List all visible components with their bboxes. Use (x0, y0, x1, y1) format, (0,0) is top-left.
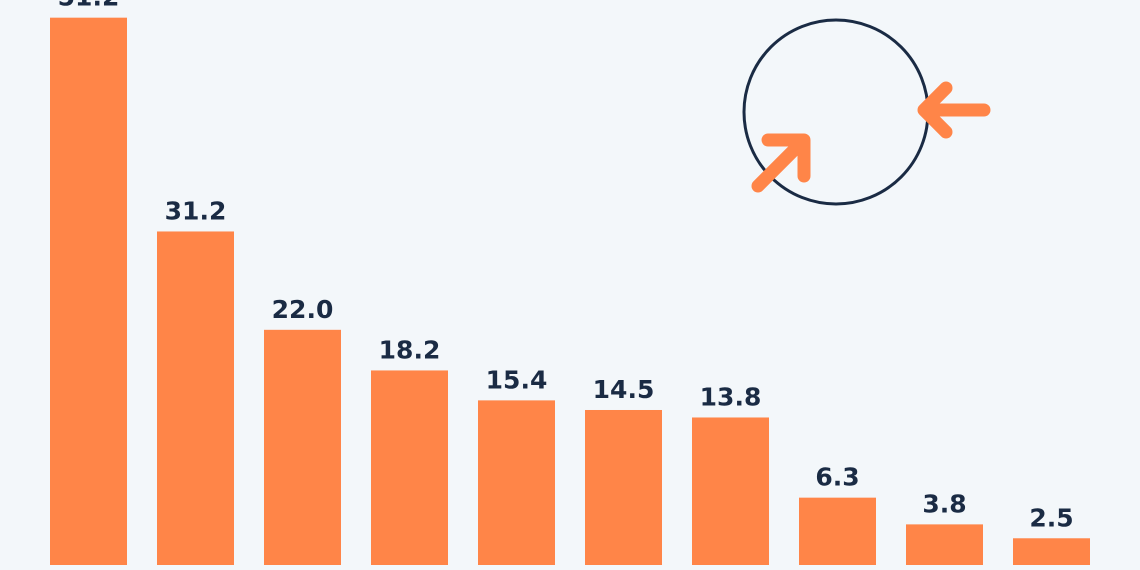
bar (478, 400, 555, 565)
value-label: 13.8 (700, 382, 762, 411)
bar (906, 524, 983, 565)
value-label: 14.5 (593, 375, 655, 404)
bar (371, 370, 448, 565)
bar (692, 417, 769, 565)
bar (585, 409, 662, 565)
value-label: 18.2 (379, 335, 441, 364)
bar (264, 329, 341, 565)
bar (1013, 538, 1090, 565)
icon-arrow (917, 81, 991, 139)
decorative-icon (742, 18, 991, 206)
value-label: 15.4 (486, 365, 548, 394)
value-label: 31.2 (165, 196, 227, 225)
icon-arrow (751, 133, 811, 193)
bar (157, 231, 234, 566)
bar (50, 17, 127, 566)
value-label: 3.8 (922, 489, 966, 518)
value-label: 2.5 (1029, 503, 1073, 532)
value-label: 22.0 (272, 295, 334, 324)
value-label: 6.3 (815, 463, 859, 492)
bar (799, 497, 876, 565)
value-label: 51.2 (58, 0, 120, 12)
